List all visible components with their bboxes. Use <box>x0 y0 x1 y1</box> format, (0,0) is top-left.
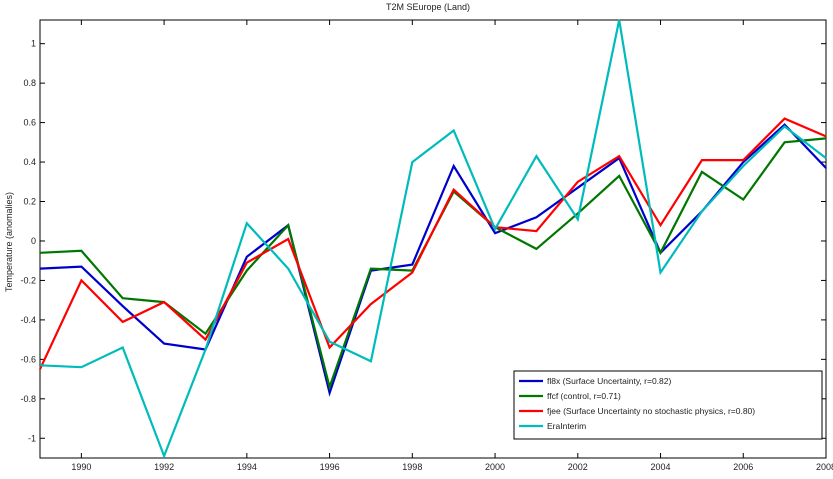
x-tick-label: 1990 <box>71 462 91 472</box>
x-tick-label: 2000 <box>485 462 505 472</box>
y-axis-label: Temperature (anomalies) <box>4 192 14 292</box>
legend-label-0: fl8x (Surface Uncertainty, r=0.82) <box>547 376 671 386</box>
y-tick-label: -0.2 <box>20 275 36 285</box>
y-tick-label: 0 <box>31 236 36 246</box>
series-line-2 <box>39 117 827 370</box>
x-tick-label: 2006 <box>733 462 753 472</box>
x-tick-label: 2008 <box>816 462 833 472</box>
legend-box <box>513 370 823 440</box>
y-tick-label: 0.8 <box>23 78 36 88</box>
x-tick-label: 1992 <box>154 462 174 472</box>
y-axis: -1 -0.8 -0.6 -0.4 -0.2 0 0.2 0.4 0.6 0.8 1 <box>20 39 826 443</box>
legend-label-2: fjee (Surface Uncertainty no stochastic … <box>547 406 755 416</box>
y-tick-label: -1 <box>28 433 36 443</box>
legend-label-3: EraInterim <box>547 421 586 431</box>
y-tick-label: 0.2 <box>23 197 36 207</box>
x-tick-label: 1994 <box>237 462 257 472</box>
x-tick-label: 1996 <box>320 462 340 472</box>
series-line-0 <box>39 123 827 397</box>
y-tick-label: -0.8 <box>20 394 36 404</box>
y-tick-label: 1 <box>31 39 36 49</box>
chart-title: T2M SEurope (Land) <box>386 2 470 12</box>
legend-label-1: ffcf (control, r=0.71) <box>547 391 621 401</box>
series-line-3 <box>39 19 827 460</box>
y-tick-label: -0.6 <box>20 354 36 364</box>
legend-items: fl8x (Surface Uncertainty, r=0.82) ffcf (… <box>519 376 755 431</box>
x-tick-label: 2004 <box>651 462 671 472</box>
x-axis: 1990 1992 1994 1996 1998 2000 2002 2004 2006 2008 <box>71 20 833 472</box>
y-tick-label: 0.6 <box>23 118 36 128</box>
y-tick-label: 0.4 <box>23 157 36 167</box>
x-tick-label: 2002 <box>568 462 588 472</box>
x-tick-label: 1998 <box>402 462 422 472</box>
series-lines <box>39 19 827 460</box>
y-tick-label: -0.4 <box>20 315 36 325</box>
legend: fl8x (Surface Uncertainty, r=0.82) ffcf (… <box>513 370 823 440</box>
